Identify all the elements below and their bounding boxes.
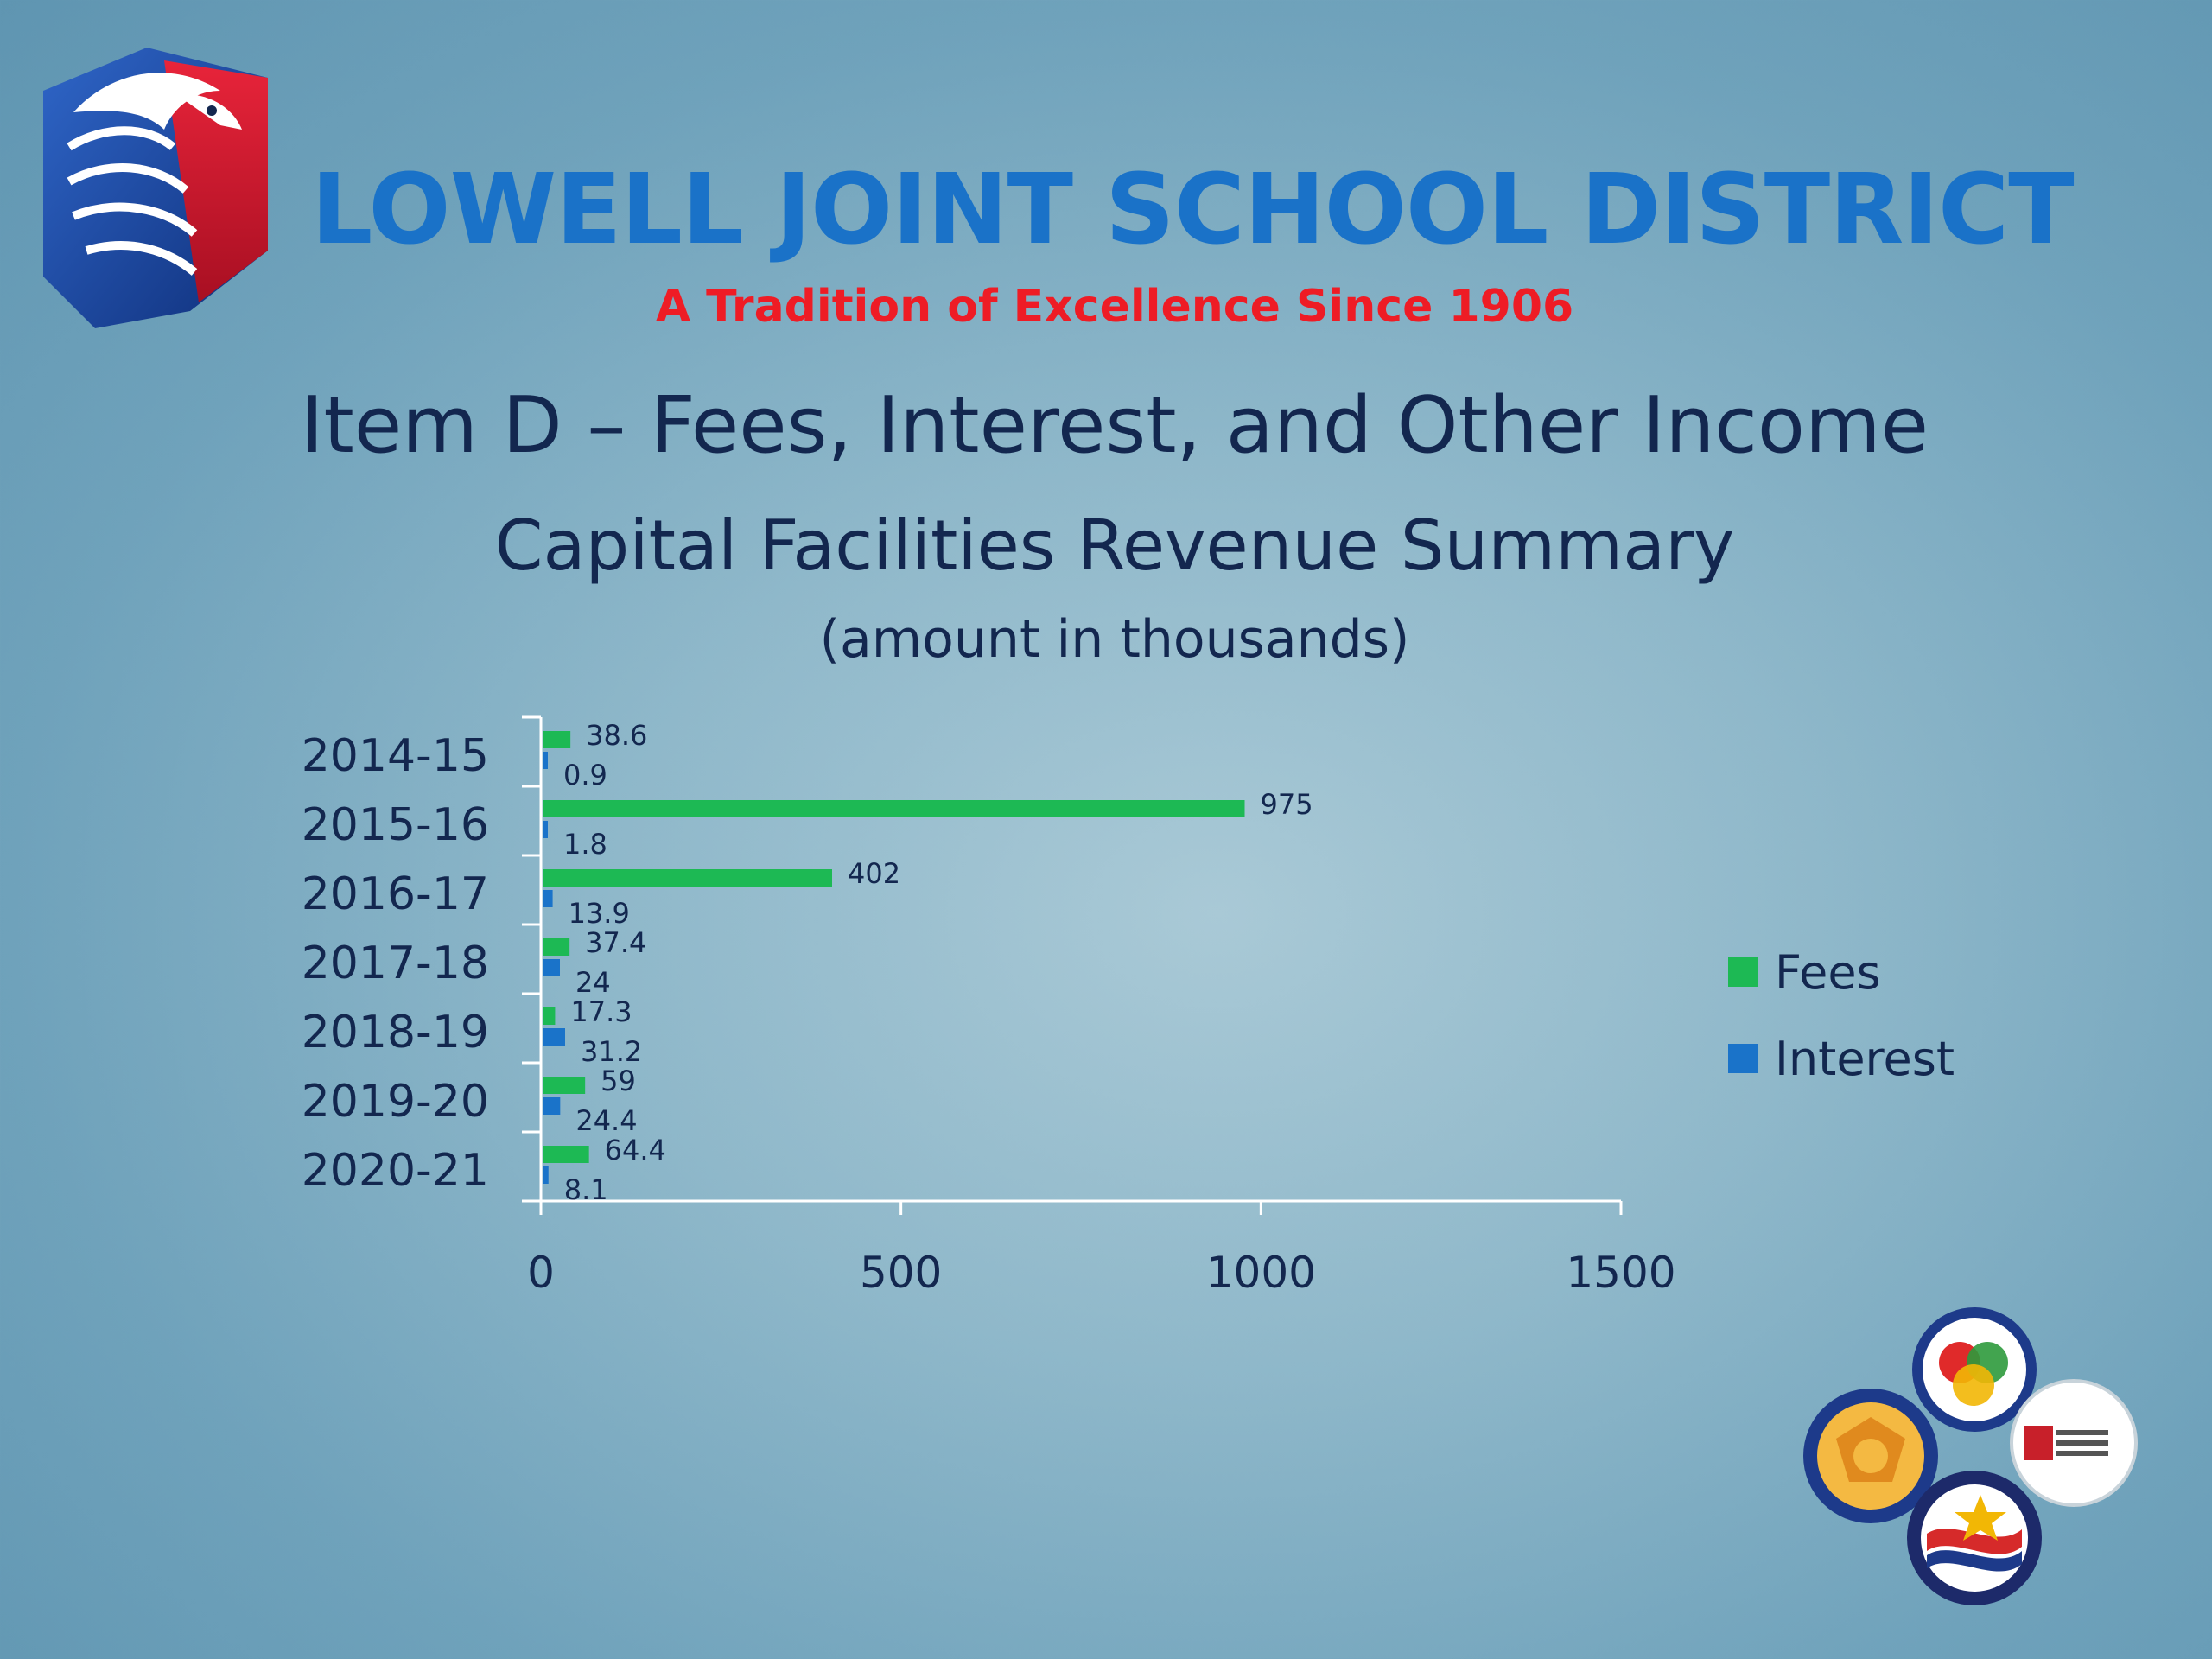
fees-bar <box>543 800 1245 817</box>
y-tick-label: 2017-18 <box>302 938 489 989</box>
fees-data-label: 64.4 <box>605 1134 666 1166</box>
fees-data-label: 38.6 <box>586 719 647 752</box>
interest-data-label: 24.4 <box>575 1104 637 1137</box>
y-tick-label: 2018-19 <box>302 1007 489 1058</box>
award-badges <box>1803 1307 2138 1605</box>
fees-data-label: 402 <box>848 857 900 890</box>
fees-data-label: 975 <box>1261 788 1313 821</box>
legend-item-interest: Interest <box>1728 1015 1955 1102</box>
district-name: LOWELL JOINT SCHOOL DISTRICT <box>311 154 2075 266</box>
california-business-excellence-badge <box>2010 1379 2138 1507</box>
legend-item-fees: Fees <box>1728 929 1955 1015</box>
y-tick-label: 2016-17 <box>302 868 489 920</box>
gold-ribbon-school-badge <box>1803 1389 1938 1523</box>
interest-data-label: 13.9 <box>569 897 630 930</box>
interest-data-label: 31.2 <box>581 1035 642 1068</box>
schools-to-watch-badge <box>1912 1307 2037 1432</box>
chart-marks: 2014-15 2015-16 2016-17 2017-18 2018-19 2019-… <box>302 715 1676 1298</box>
x-tick-label: 500 <box>860 1248 942 1298</box>
legend-label-fees: Fees <box>1775 944 1881 1000</box>
district-tagline: A Tradition of Excellence Since 1906 <box>655 281 1574 333</box>
interest-data-label: 24 <box>575 966 611 999</box>
district-shield-logo <box>43 48 268 328</box>
interest-data-label: 1.8 <box>563 828 607 861</box>
interest-bar <box>543 890 553 907</box>
interest-bar <box>543 752 548 769</box>
fees-bar <box>543 1007 556 1025</box>
y-tick-label: 2020-21 <box>302 1145 489 1197</box>
y-tick-label: 2019-20 <box>302 1076 489 1128</box>
fees-bar <box>543 869 832 887</box>
interest-bar <box>543 959 560 976</box>
interest-bar <box>543 1097 561 1115</box>
chart-subtitle: Capital Facilities Revenue Summary <box>494 505 1735 586</box>
fees-bar <box>543 1146 589 1163</box>
fees-data-label: 17.3 <box>570 995 632 1028</box>
slide-title: Item D – Fees, Interest, and Other Incom… <box>301 380 1929 471</box>
y-tick-label: 2015-16 <box>302 799 489 851</box>
interest-bar <box>543 1166 549 1184</box>
distinguished-school-badge <box>1907 1471 2042 1605</box>
chart-legend: Fees Interest <box>1728 929 1955 1102</box>
fees-data-label: 59 <box>601 1065 636 1097</box>
interest-bar <box>543 1028 565 1046</box>
y-tick-label: 2014-15 <box>302 730 489 782</box>
legend-swatch-interest <box>1728 1044 1758 1073</box>
chart-units-note: (amount in thousands) <box>819 609 1410 670</box>
x-tick-label: 1500 <box>1566 1248 1675 1298</box>
fees-bar <box>543 938 570 956</box>
x-tick-label: 1000 <box>1206 1248 1316 1298</box>
legend-label-interest: Interest <box>1775 1031 1955 1086</box>
legend-swatch-fees <box>1728 957 1758 987</box>
fees-bar <box>543 731 571 748</box>
fees-data-label: 37.4 <box>585 926 646 959</box>
fees-bar <box>543 1077 586 1094</box>
interest-data-label: 8.1 <box>564 1173 608 1206</box>
interest-bar <box>543 821 548 838</box>
x-tick-label: 0 <box>527 1248 555 1298</box>
interest-data-label: 0.9 <box>563 759 607 791</box>
